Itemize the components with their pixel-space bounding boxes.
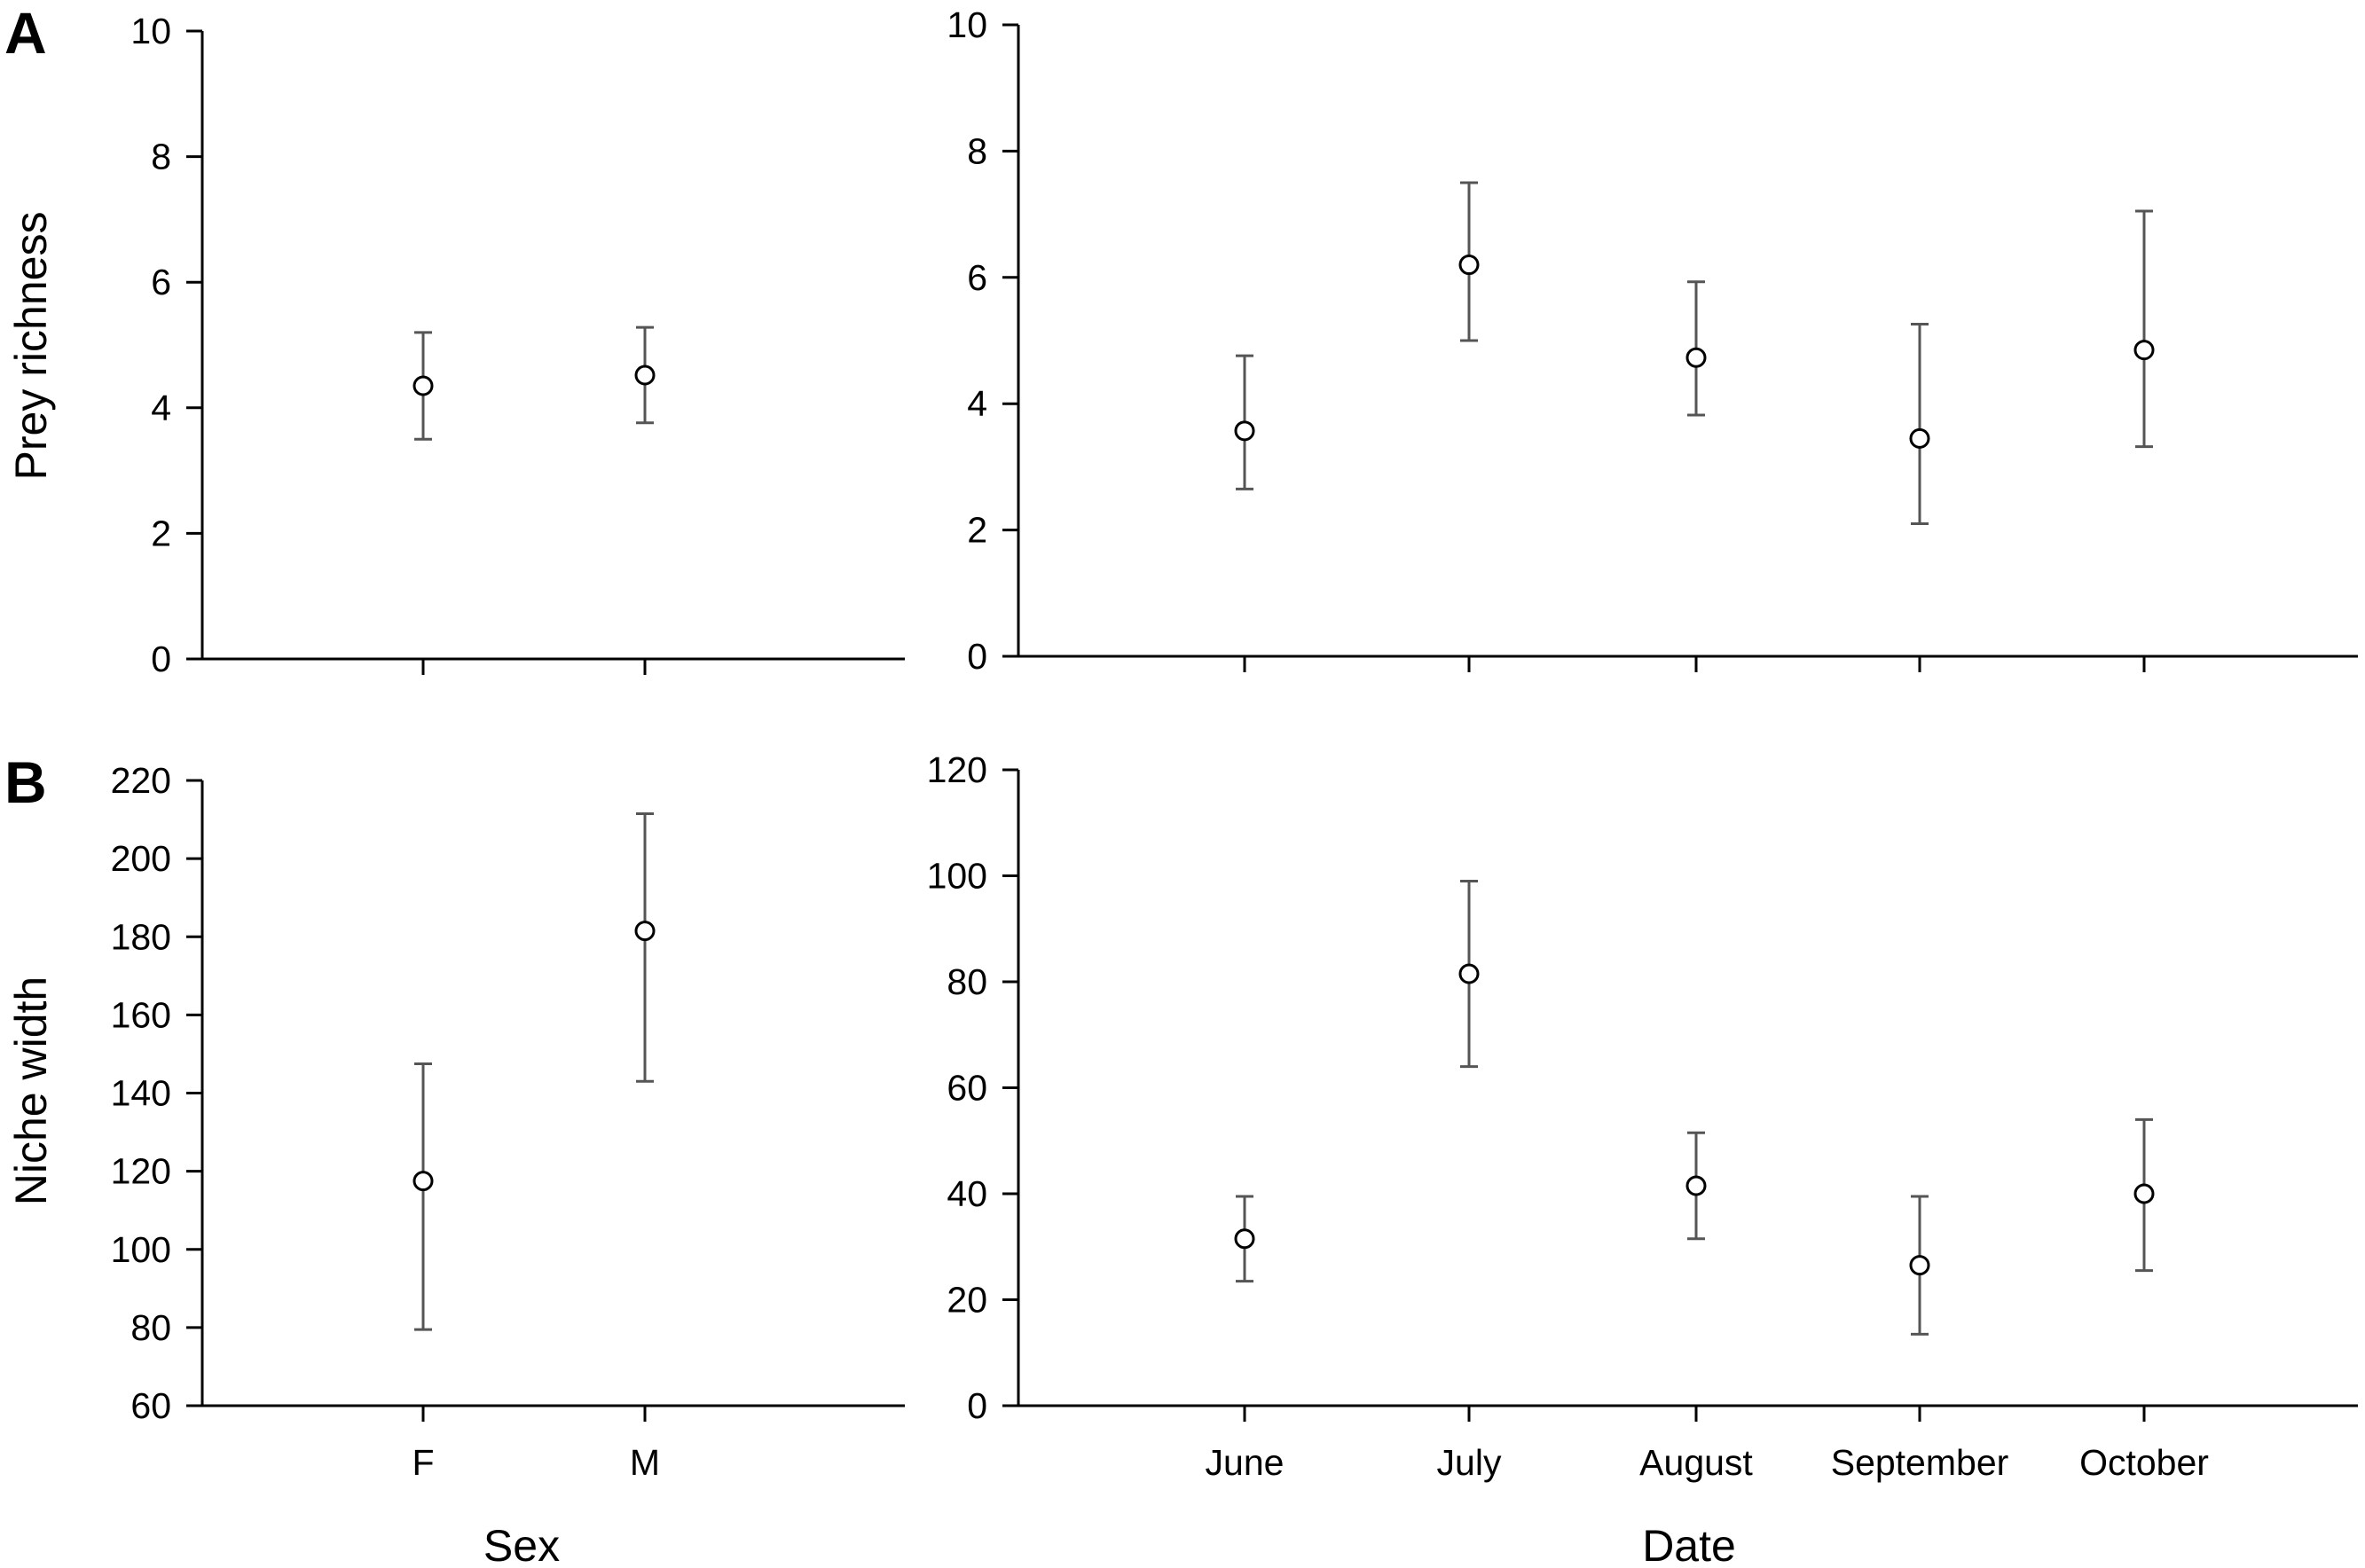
data-point: [634, 365, 656, 386]
y-tick-label: 0: [967, 636, 987, 677]
data-point: [1458, 255, 1480, 276]
chart-panel-1: 0 2 4 6 8 10 Prey richness: [6, 11, 905, 679]
y-tick-label: 2: [967, 510, 987, 551]
data-point: [412, 375, 434, 396]
y-tick-label: 10: [130, 11, 171, 51]
y-tick-label: 0: [967, 1385, 987, 1426]
data-point: [1909, 1255, 1930, 1276]
data-point: [2133, 1183, 2155, 1204]
y-tick-label: 6: [967, 257, 987, 298]
x-axis-title-date: Date: [1642, 1521, 1736, 1568]
data-point: [2133, 340, 2155, 361]
y-tick-label: 200: [111, 838, 171, 879]
y-tick-label: 120: [111, 1151, 171, 1192]
y-tick-label: 120: [927, 749, 987, 790]
y-tick-label: 8: [151, 137, 171, 177]
y-tick-label: 40: [947, 1173, 987, 1214]
x-tick-label: M: [630, 1442, 660, 1483]
chart-panel-4: 0 20 40 60 80 100 120 June July August September Oc…: [927, 749, 2358, 1483]
y-tick-label: 220: [111, 760, 171, 801]
panel-letter-b: B: [4, 749, 47, 815]
y-tick-label: 80: [947, 961, 987, 1002]
chart-panel-3: 60 80 100 120 140 160 180 200 220 F M Niche width: [6, 760, 905, 1483]
y-tick-label: 8: [967, 130, 987, 171]
data-point: [1234, 420, 1255, 442]
data-point: [634, 921, 656, 942]
data-point: [1909, 427, 1930, 449]
y-tick-label: 4: [151, 388, 171, 428]
x-tick-label: F: [412, 1442, 434, 1483]
data-point: [1685, 1175, 1707, 1196]
data-point: [1685, 347, 1707, 368]
y-tick-label: 160: [111, 994, 171, 1035]
y-tick-label: 0: [151, 639, 171, 679]
x-axis-title-sex: Sex: [483, 1521, 560, 1568]
y-axis-title: Prey richness: [6, 212, 56, 481]
data-point: [412, 1171, 434, 1192]
y-tick-label: 4: [967, 383, 987, 424]
data-point: [1234, 1228, 1255, 1250]
y-tick-label: 80: [130, 1307, 171, 1348]
y-axis-title: Niche width: [6, 976, 56, 1205]
y-tick-label: 10: [947, 4, 987, 45]
y-tick-label: 60: [947, 1068, 987, 1109]
y-tick-label: 6: [151, 262, 171, 302]
y-tick-label: 140: [111, 1073, 171, 1114]
y-tick-label: 60: [130, 1385, 171, 1426]
y-tick-label: 180: [111, 916, 171, 957]
y-tick-label: 20: [947, 1280, 987, 1321]
x-tick-label: September: [1831, 1442, 2009, 1483]
x-tick-label: August: [1639, 1442, 1753, 1483]
y-tick-label: 100: [927, 856, 987, 897]
x-tick-label: October: [2079, 1442, 2209, 1483]
data-point: [1458, 963, 1480, 984]
x-tick-label: June: [1206, 1442, 1285, 1483]
y-tick-label: 2: [151, 513, 171, 553]
y-tick-label: 100: [111, 1229, 171, 1270]
panel-letter-a: A: [4, 0, 47, 66]
chart-panel-2: 0 2 4 6 8 10: [947, 4, 2358, 677]
x-tick-label: July: [1437, 1442, 1502, 1483]
